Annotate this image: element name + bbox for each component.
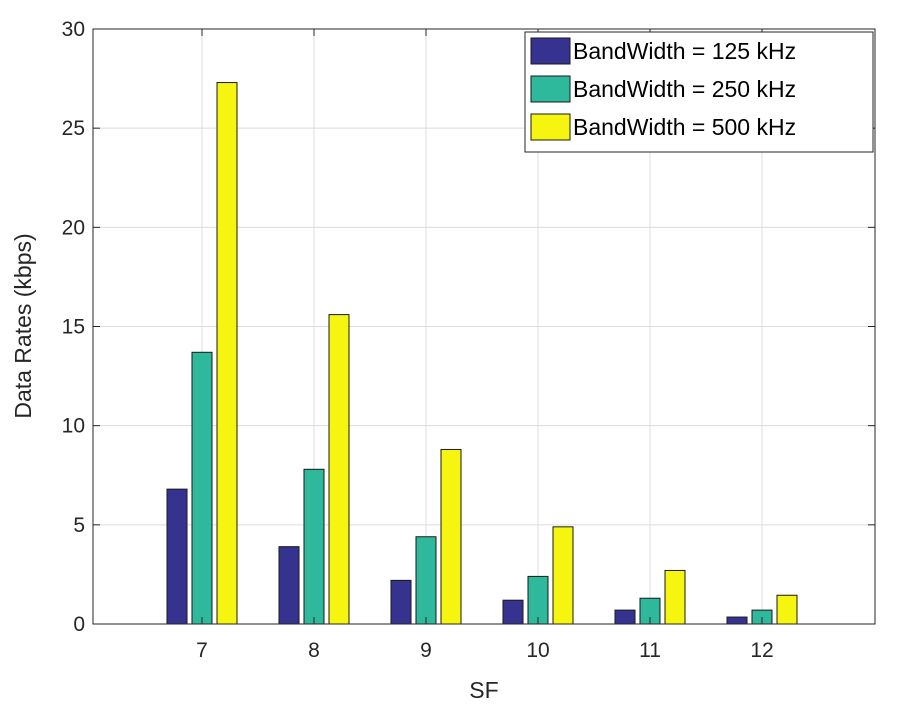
bar-series-1-sf-12 <box>726 616 748 625</box>
bar-series-1-sf-7 <box>166 488 188 625</box>
bar-series-3-sf-8 <box>328 314 350 625</box>
y-tick-label: 25 <box>62 117 85 140</box>
legend-swatch-2 <box>530 75 571 103</box>
bar-series-1-sf-11 <box>614 609 636 625</box>
legend-swatch-3 <box>530 113 571 141</box>
bar-series-1-sf-8 <box>278 546 300 625</box>
y-tick-label: 30 <box>62 18 85 41</box>
bar-series-2-sf-7 <box>191 351 213 625</box>
legend-box <box>524 31 874 153</box>
bar-series-3-sf-7 <box>216 82 238 625</box>
x-tick-label: 8 <box>308 639 320 662</box>
x-tick-label: 9 <box>420 639 432 662</box>
y-axis-title: Data Rates (kbps) <box>10 233 36 418</box>
x-tick-label: 10 <box>526 639 549 662</box>
legend-label-2: BandWidth = 250 kHz <box>573 76 796 102</box>
y-tick-label: 5 <box>73 514 85 537</box>
x-tick-label: 7 <box>196 639 208 662</box>
y-tick-label: 10 <box>62 415 85 438</box>
y-tick-label: 20 <box>62 216 85 239</box>
bar-series-2-sf-9 <box>415 536 437 625</box>
bar-series-3-sf-10 <box>552 526 574 625</box>
legend-label-1: BandWidth = 125 kHz <box>573 38 796 64</box>
bar-series-3-sf-9 <box>440 448 462 625</box>
x-tick-label: 11 <box>639 639 661 662</box>
legend-swatch-1 <box>530 37 571 65</box>
bar-series-1-sf-10 <box>502 599 524 625</box>
x-tick-label: 12 <box>750 639 773 662</box>
legend-label-3: BandWidth = 500 kHz <box>573 114 796 140</box>
y-tick-label: 0 <box>73 613 85 636</box>
y-axis-ticks: 0 5 10 15 20 25 30 <box>62 18 875 636</box>
bar-series-3-sf-12 <box>776 594 798 625</box>
bar-series-3-sf-11 <box>664 569 686 625</box>
bar-series-2-sf-8 <box>303 468 325 625</box>
bar-series-1-sf-9 <box>390 579 412 625</box>
x-axis-title: SF <box>469 677 498 703</box>
x-axis-ticks: 7 8 9 10 11 12 <box>196 29 774 662</box>
y-tick-label: 15 <box>62 316 85 339</box>
legend: BandWidth = 125 kHz BandWidth = 250 kHz Ba… <box>524 31 874 153</box>
bar-series-2-sf-10 <box>527 575 549 625</box>
